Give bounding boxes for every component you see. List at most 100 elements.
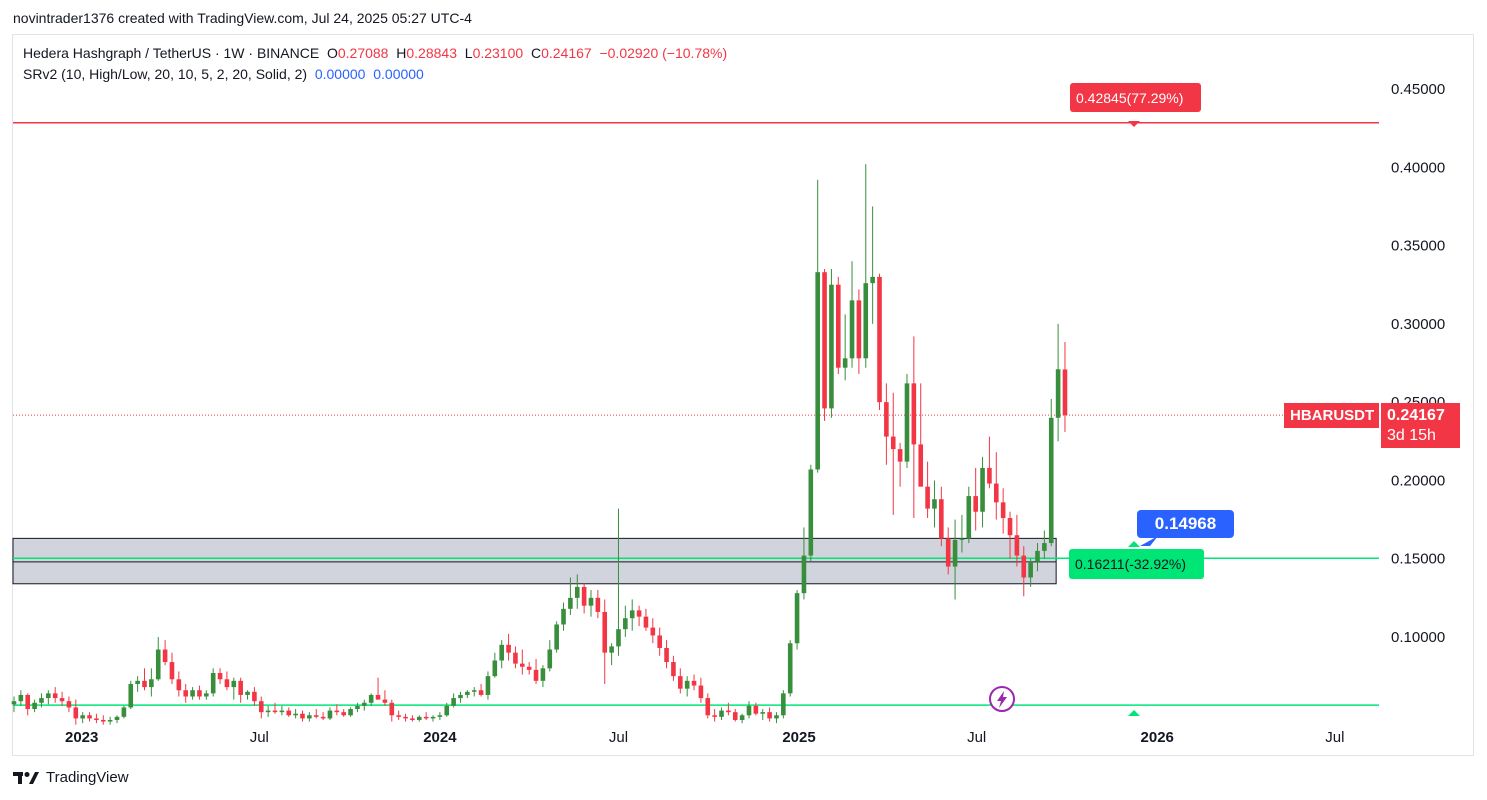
countdown-value: 3d 15h (1387, 426, 1436, 444)
candle-body (719, 710, 724, 717)
candle-body (430, 716, 436, 719)
candle-body (1035, 550, 1040, 562)
candle-body (1014, 535, 1020, 556)
candle-body (698, 685, 704, 699)
last-price-tag: 0.24167 3d 15h (1381, 403, 1460, 448)
candle-body (993, 483, 999, 503)
candle-body (650, 627, 656, 636)
candle-body (884, 402, 889, 437)
candle-body (856, 300, 862, 359)
candle-body (423, 716, 429, 719)
candle-body (877, 276, 882, 403)
x-tick-label: 2026 (1141, 729, 1174, 746)
y-tick-label: 0.30000 (1391, 316, 1445, 333)
candle-body (368, 694, 374, 703)
candle-body (258, 701, 264, 713)
candle-body (726, 710, 731, 713)
candle-body (107, 719, 113, 722)
candle-body (506, 644, 511, 653)
lightning-icon[interactable] (989, 686, 1015, 712)
candle-body (382, 699, 388, 703)
stop-marker (1128, 541, 1140, 547)
candle-body (155, 649, 161, 680)
tradingview-logo-icon (13, 771, 39, 784)
candle-body (739, 715, 745, 720)
candle-body (217, 673, 223, 680)
x-tick-label: 2023 (65, 729, 98, 746)
candle-body (18, 694, 24, 702)
candle-body (176, 679, 182, 691)
candle-body (616, 629, 621, 647)
candle-body (265, 710, 271, 713)
stop-price-tag[interactable]: 0.16211(-32.92%) (1069, 549, 1204, 579)
candle-body (705, 698, 711, 716)
candle-body (829, 284, 834, 409)
chart-frame (12, 34, 1474, 756)
candle-body (279, 710, 285, 713)
candle-body (835, 284, 841, 368)
candle-body (623, 618, 628, 630)
candle-body (245, 691, 250, 695)
x-tick-label: Jul (250, 729, 269, 746)
candle-body (561, 608, 566, 625)
candle-body (128, 683, 134, 708)
candle-body (32, 702, 37, 710)
candle-body (849, 300, 855, 359)
candle-body (204, 693, 209, 697)
x-tick-label: 2025 (782, 729, 815, 746)
candle-body (39, 698, 44, 703)
candle-body (1048, 417, 1054, 544)
candle-body (520, 663, 525, 667)
candle-body (547, 649, 553, 669)
candle-body (320, 716, 326, 719)
candle-body (80, 715, 85, 719)
target-price-tag[interactable]: 0.42845(77.29%) (1070, 83, 1201, 112)
brand-name: TradingView (46, 769, 129, 786)
candle-body (952, 539, 958, 567)
candle-body (142, 680, 147, 688)
candle-body (355, 705, 360, 710)
candle-body (581, 586, 587, 606)
candle-body (327, 710, 333, 719)
support-marker (1128, 710, 1140, 716)
y-tick-label: 0.10000 (1391, 629, 1445, 646)
x-tick-label: 2024 (423, 729, 457, 746)
target-marker (1128, 121, 1140, 127)
candle-body (362, 702, 367, 706)
candle-body (1062, 369, 1068, 416)
open-label: O (326, 45, 338, 61)
candle-body (568, 597, 573, 609)
candle-body (375, 694, 381, 700)
candle-body (313, 715, 319, 717)
candle-body (11, 701, 17, 705)
candle-body (540, 668, 546, 681)
chart-caption: novintrader1376 created with TradingView… (13, 10, 472, 26)
candle-body (300, 713, 305, 719)
candle-body (980, 467, 985, 512)
candle-body (774, 715, 779, 719)
candle-body (574, 586, 580, 598)
candle-body (932, 499, 937, 509)
indicator-legend[interactable]: SRv2 (10, High/Low, 20, 10, 5, 2, 20, So… (23, 66, 424, 82)
entry-price-tag[interactable]: 0.14968 (1137, 510, 1234, 538)
candle-body (100, 719, 106, 722)
candle-body (169, 662, 175, 680)
candle-body (348, 709, 353, 716)
candle-body (135, 680, 140, 684)
candle-body (444, 705, 450, 716)
zone-box (12, 537, 1057, 585)
candle-body (231, 680, 237, 688)
y-tick-label: 0.35000 (1391, 238, 1445, 255)
entry-price-label: 0.14968 (1154, 514, 1217, 533)
y-tick-label: 0.40000 (1391, 159, 1445, 176)
candle-body (272, 710, 278, 713)
candle-body (588, 597, 594, 606)
candle-body (987, 467, 992, 484)
last-price-value: 0.24167 (1387, 406, 1445, 424)
candle-body (87, 715, 92, 719)
candle-body (471, 690, 477, 692)
candle-body (25, 694, 31, 710)
candle-body (190, 690, 195, 697)
candle-body (94, 718, 99, 720)
